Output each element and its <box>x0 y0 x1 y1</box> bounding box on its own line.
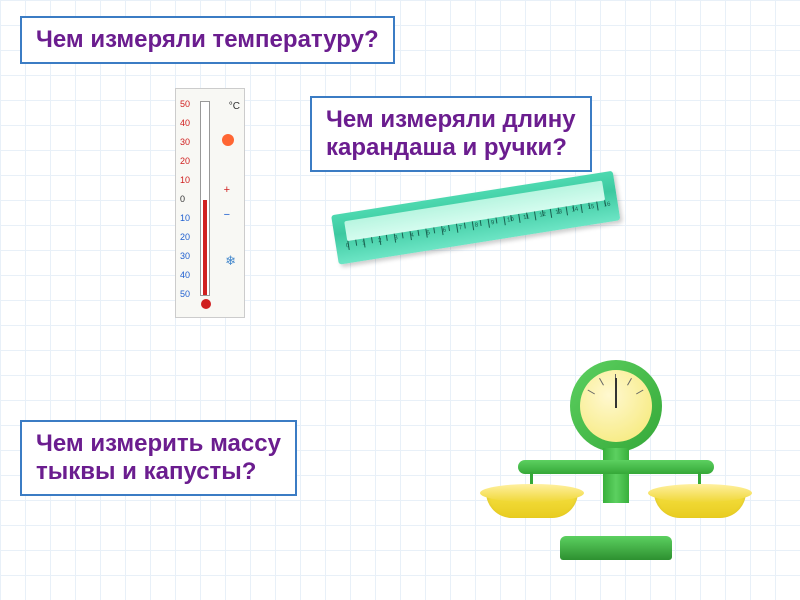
ruler-number: 7 <box>458 225 462 231</box>
thermometer: °C + − ❄ 50 40 30 20 10 0 10 20 30 40 50 <box>175 88 245 318</box>
ruler-tick <box>550 209 552 218</box>
thermometer-tick-label: 10 <box>180 213 190 223</box>
question-text-line1: Чем измерить массу <box>36 430 281 457</box>
ruler-tick <box>386 235 388 241</box>
scale-base <box>560 536 672 560</box>
thermometer-tick-label: 30 <box>180 251 190 261</box>
thermometer-tick-label: 10 <box>180 175 190 185</box>
scale-pan-rim-left <box>480 484 584 502</box>
scale-arm <box>518 460 714 474</box>
ruler-tick <box>503 216 505 225</box>
ruler-number: 16 <box>603 201 611 208</box>
question-text: Чем измеряли температуру? <box>36 26 379 53</box>
ruler-tick <box>402 232 404 238</box>
ruler-number: 1 <box>362 240 366 246</box>
question-text-line2: тыквы и капусты? <box>36 458 256 485</box>
ruler-tick <box>371 237 373 243</box>
ruler-number: 11 <box>523 214 530 221</box>
plus-icon: + <box>224 184 230 196</box>
snowflake-icon: ❄ <box>225 253 236 269</box>
balance-scales <box>500 360 730 560</box>
thermometer-unit: °C <box>229 101 240 112</box>
thermometer-tick-label: 30 <box>180 137 190 147</box>
ruler-tick <box>534 211 536 220</box>
sun-icon <box>222 134 234 146</box>
question-length: Чем измеряли длину карандаша и ручки? <box>310 96 592 172</box>
thermometer-scale <box>200 101 210 296</box>
scale-pan-right <box>654 492 746 518</box>
ruler-number: 5 <box>426 230 430 236</box>
ruler: 012345678910111213141516 <box>331 171 620 265</box>
thermometer-bulb <box>201 299 211 309</box>
thermometer-tick-label: 40 <box>180 270 190 280</box>
ruler-tick <box>464 222 466 228</box>
scale-pan-rim-right <box>648 484 752 502</box>
question-text-line1: Чем измеряли длину <box>326 106 576 133</box>
ruler-tick <box>433 227 435 233</box>
scale-pillar <box>603 448 629 503</box>
ruler-number: 8 <box>475 222 479 228</box>
ruler-tick <box>480 220 482 226</box>
ruler-number: 10 <box>507 217 515 224</box>
ruler-number: 4 <box>410 233 414 239</box>
question-mass: Чем измерить массу тыквы и капусты? <box>20 420 297 496</box>
ruler-number: 2 <box>378 238 382 244</box>
thermometer-tick-label: 20 <box>180 156 190 166</box>
question-text-line2: карандаша и ручки? <box>326 134 567 161</box>
ruler-tick <box>417 230 419 236</box>
thermometer-tick-label: 50 <box>180 289 190 299</box>
thermometer-tick-label: 20 <box>180 232 190 242</box>
scale-needle <box>615 378 617 408</box>
ruler-tick <box>355 240 357 246</box>
ruler-number: 6 <box>442 228 446 234</box>
ruler-tick <box>518 214 520 223</box>
ruler-number: 9 <box>491 220 495 226</box>
thermometer-tick-label: 0 <box>180 194 185 204</box>
ruler-number: 14 <box>571 207 579 214</box>
minus-icon: − <box>224 209 230 221</box>
ruler-number: 12 <box>539 212 547 219</box>
scale-pan-left <box>486 492 578 518</box>
ruler-tick <box>495 218 497 224</box>
thermometer-fill <box>203 200 207 295</box>
thermometer-tick-label: 40 <box>180 118 190 128</box>
ruler-number: 13 <box>555 209 563 216</box>
ruler-tick <box>596 202 598 211</box>
question-temperature: Чем измеряли температуру? <box>20 16 395 64</box>
ruler-tick <box>448 225 450 231</box>
ruler-tick <box>565 206 567 215</box>
ruler-number: 3 <box>394 235 398 241</box>
ruler-tick <box>581 204 583 213</box>
ruler-tick <box>487 219 489 228</box>
ruler-body: 012345678910111213141516 <box>331 171 620 265</box>
thermometer-tick-label: 50 <box>180 99 190 109</box>
ruler-number: 15 <box>587 204 595 211</box>
ruler-number: 0 <box>346 243 350 249</box>
